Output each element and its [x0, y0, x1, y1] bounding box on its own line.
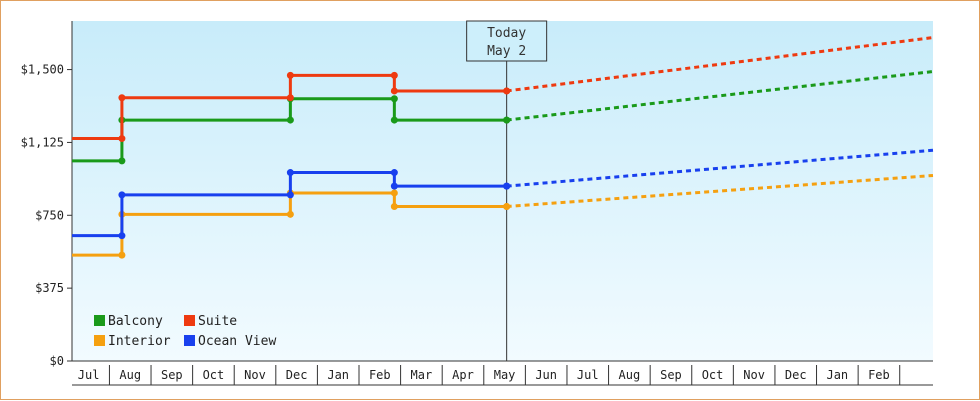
data-point	[286, 71, 294, 79]
series-ocean-view	[72, 148, 934, 240]
x-axis: Jul Aug Sep Oct Nov Dec Jan Feb Mar Apr May Jun Jul A…	[72, 360, 933, 386]
x-tick-label: Mar	[411, 368, 433, 382]
x-tick-label: Sep	[660, 368, 682, 382]
y-tick-label: $375	[35, 281, 64, 295]
data-point	[503, 182, 511, 190]
data-point	[118, 157, 126, 165]
series-step-line	[72, 97, 507, 163]
legend-label: Interior	[108, 334, 171, 349]
data-point	[390, 182, 398, 190]
x-tick-label: Jul	[78, 368, 100, 382]
data-point	[390, 189, 398, 197]
legend-label: Suite	[198, 314, 237, 329]
legend-swatch	[184, 315, 195, 326]
data-point	[503, 87, 511, 95]
x-tick-label: Dec	[785, 368, 807, 382]
data-point	[286, 94, 294, 102]
data-point	[118, 232, 126, 240]
data-point	[118, 191, 126, 199]
x-tick-label: Dec	[286, 368, 308, 382]
legend: Balcony Suite Interior Ocean View	[94, 314, 276, 349]
plot-area	[72, 21, 933, 361]
y-tick-label: $750	[35, 208, 64, 222]
legend-swatch	[184, 335, 195, 346]
x-tick-label: May	[494, 368, 516, 382]
x-tick-label: Oct	[203, 368, 225, 382]
x-tick-label: Jul	[577, 368, 599, 382]
x-tick-label: Feb	[868, 368, 890, 382]
x-tick-label: Feb	[369, 368, 391, 382]
data-point	[286, 191, 294, 199]
today-marker: Today May 2	[466, 20, 548, 361]
today-label: Today	[487, 26, 526, 41]
x-tick-label: Aug	[619, 368, 641, 382]
data-point	[118, 135, 126, 143]
data-point	[390, 203, 398, 211]
x-tick-label: Jan	[327, 368, 349, 382]
data-point	[390, 71, 398, 79]
x-tick-label: Jun	[535, 368, 557, 382]
data-point	[286, 210, 294, 218]
today-date-label: May 2	[487, 44, 526, 59]
y-tick-label: $1,500	[21, 63, 64, 77]
data-point	[390, 95, 398, 103]
legend-label: Ocean View	[198, 334, 276, 349]
series-layer	[72, 36, 934, 259]
legend-swatch	[94, 335, 105, 346]
data-point	[503, 203, 511, 211]
x-tick-label: Jan	[826, 368, 848, 382]
x-tick-label: Nov	[244, 368, 266, 382]
data-point	[390, 116, 398, 124]
data-point	[118, 251, 126, 259]
legend-label: Balcony	[108, 314, 163, 329]
data-point	[390, 87, 398, 95]
data-point	[503, 116, 511, 124]
y-axis: $0 $375 $750 $1,125 $1,500	[21, 21, 73, 368]
data-point	[286, 169, 294, 177]
x-tick-label: Sep	[161, 368, 183, 382]
legend-swatch	[94, 315, 105, 326]
today-label-box	[466, 20, 548, 62]
y-tick-label: $1,125	[21, 135, 64, 149]
series-suite	[72, 36, 934, 143]
data-point	[390, 169, 398, 177]
data-point	[286, 116, 294, 124]
data-point	[118, 94, 126, 102]
x-tick-label: Apr	[452, 368, 474, 382]
x-tick-label: Oct	[702, 368, 724, 382]
x-tick-label: Nov	[743, 368, 765, 382]
x-tick-label: Aug	[119, 368, 141, 382]
y-tick-label: $0	[50, 354, 64, 368]
series-balcony	[72, 70, 934, 165]
